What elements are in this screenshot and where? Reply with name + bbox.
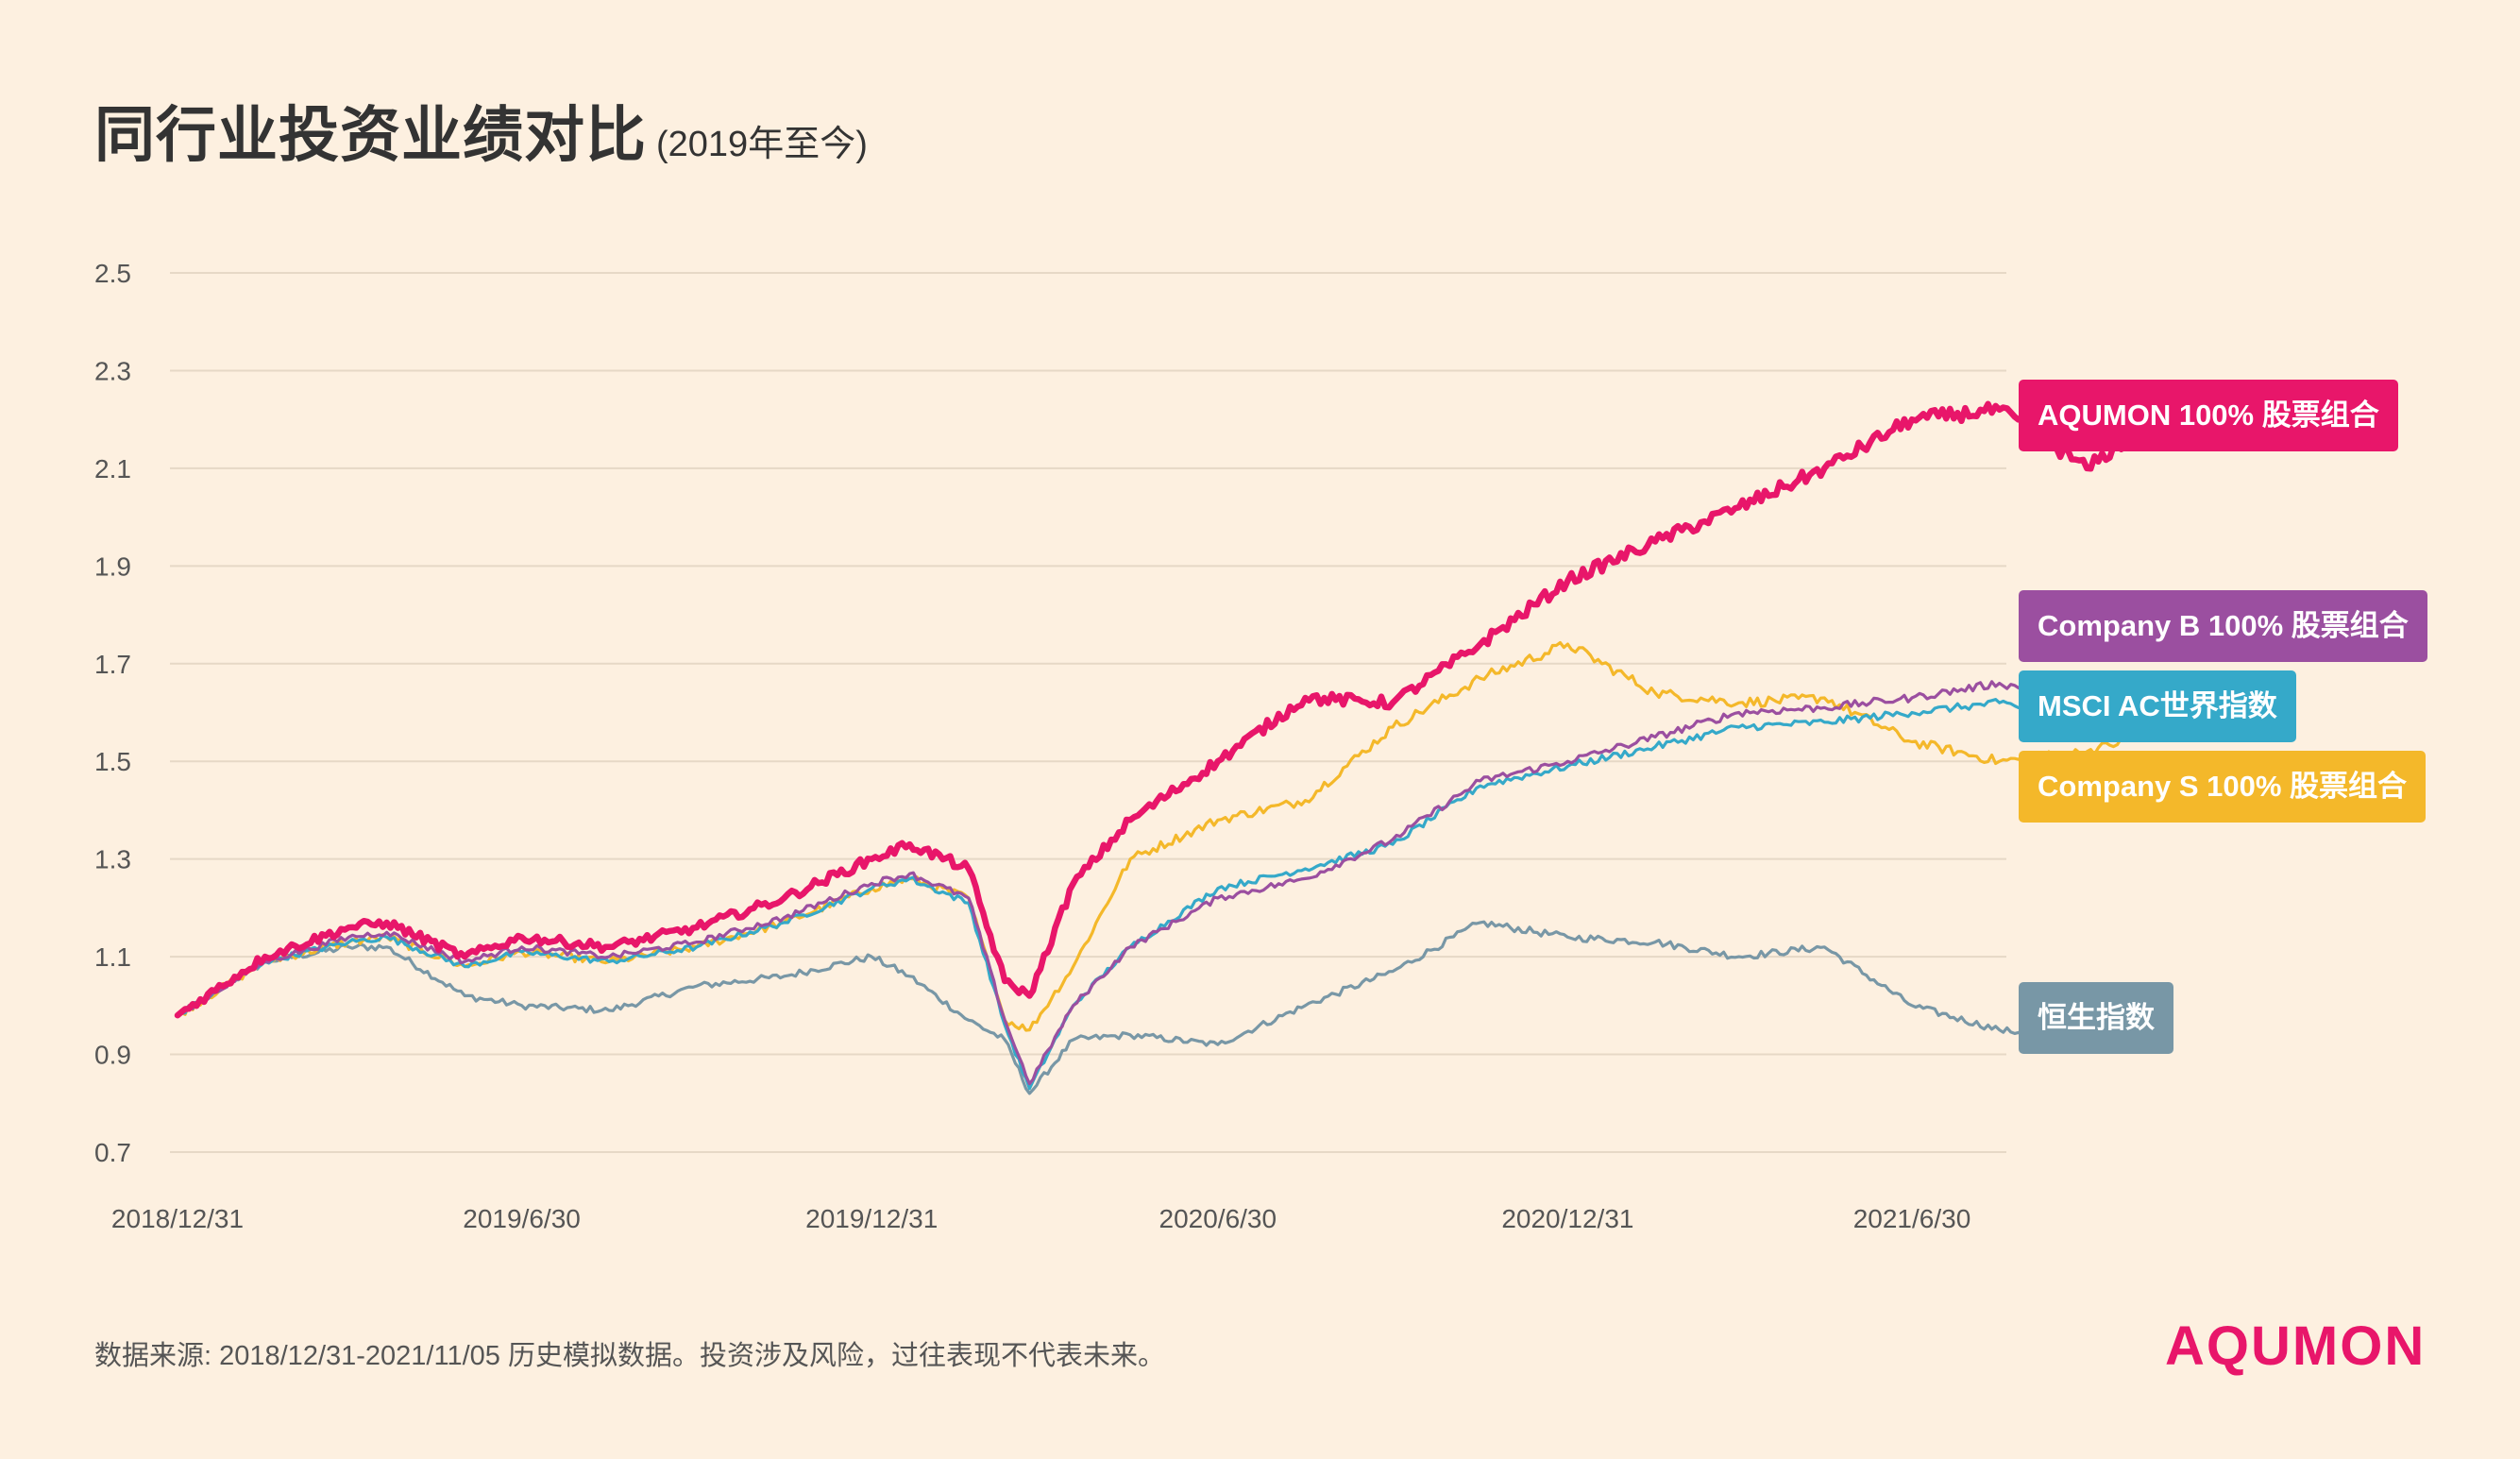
legend-msci: MSCI AC世界指数 [2019, 670, 2296, 742]
legend-label-msci: MSCI AC世界指数 [2038, 689, 2277, 722]
y-tick-label: 1.1 [94, 942, 131, 972]
x-tick-label: 2021/6/30 [1853, 1204, 1971, 1233]
series-line-2 [176, 696, 2157, 1091]
source-note: 数据来源: 2018/12/31-2021/11/05 历史模拟数据。投资涉及风… [94, 1341, 1165, 1371]
y-tick-label: 1.3 [94, 845, 131, 874]
y-tick-label: 1.9 [94, 551, 131, 581]
x-tick-label: 2019/12/31 [805, 1204, 938, 1233]
x-tick-label: 2019/6/30 [463, 1204, 581, 1233]
y-tick-label: 0.9 [94, 1041, 131, 1070]
legend-aqumon: AQUMON 100% 股票组合 [2019, 380, 2398, 451]
grid-lines [170, 272, 2006, 1153]
legend-label-hang-seng: 恒生指数 [2038, 1001, 2155, 1034]
y-tick-label: 1.7 [94, 650, 131, 679]
page-title: 同行业投资业绩对比 [94, 101, 647, 169]
x-tick-label: 2020/6/30 [1159, 1204, 1277, 1233]
y-tick-label: 2.1 [94, 454, 131, 484]
legend-label-company-b: Company B 100% 股票组合 [2038, 609, 2409, 642]
legend-company-s: Company S 100% 股票组合 [2019, 751, 2427, 823]
y-tick-label: 0.7 [94, 1138, 131, 1167]
x-tick-label: 2020/12/31 [1501, 1204, 1633, 1233]
y-axis-labels: 2.5 2.3 2.1 1.9 1.7 1.5 1.3 1.1 0.9 0.7 [94, 259, 131, 1167]
series-line-0 [174, 400, 2159, 1019]
legend-hang-seng: 恒生指数 [2019, 982, 2173, 1054]
legend-label-company-s: Company S 100% 股票组合 [2038, 770, 2408, 803]
aqumon-logo: AQUMON [2165, 1315, 2427, 1377]
series-lines [174, 400, 2159, 1095]
x-tick-label: 2018/12/31 [111, 1204, 244, 1233]
page-subtitle: (2019年至今) [656, 125, 868, 164]
series-line-1 [176, 676, 2157, 1086]
legend-label-aqumon: AQUMON 100% 股票组合 [2038, 399, 2379, 432]
series-line-3 [176, 640, 2157, 1032]
x-axis-labels: 2018/12/31 2019/6/30 2019/12/31 2020/6/30 20… [111, 1204, 1970, 1233]
y-tick-label: 2.3 [94, 356, 131, 385]
y-tick-label: 1.5 [94, 747, 131, 776]
legend-company-b: Company B 100% 股票组合 [2019, 590, 2427, 662]
series-line-4 [176, 920, 2157, 1095]
title-block: 同行业投资业绩对比 (2019年至今) [94, 87, 868, 174]
y-tick-label: 2.5 [94, 259, 131, 288]
